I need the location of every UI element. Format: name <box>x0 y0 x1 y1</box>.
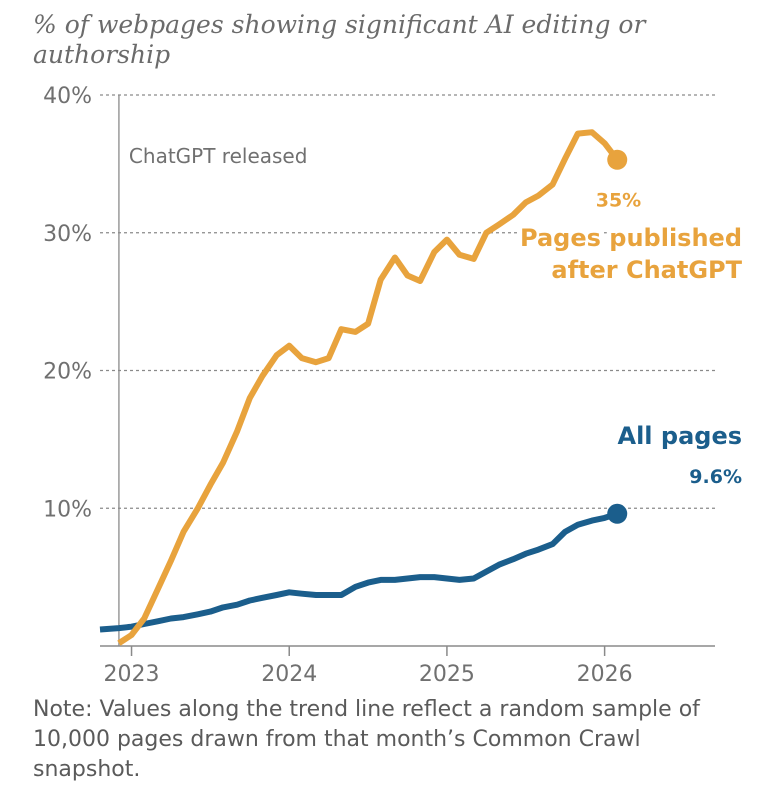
x-tick-label: 2023 <box>104 662 160 687</box>
chatgpt-release-label: ChatGPT released <box>129 144 308 168</box>
series-labels: 35% Pages published after ChatGPT All pages… <box>516 190 748 488</box>
y-tick-label: 20% <box>43 360 92 385</box>
endpoint-dot-after-chatgpt <box>607 149 628 170</box>
end-value-all-pages: 9.6% <box>689 466 742 488</box>
x-tick-label: 2025 <box>419 662 475 687</box>
y-tick-label: 40% <box>43 84 92 109</box>
series-label-all-pages: All pages <box>618 422 743 450</box>
x-tick-label: 2026 <box>577 662 633 687</box>
x-tick-label: 2024 <box>261 662 317 687</box>
y-tick-label: 10% <box>43 497 92 522</box>
line-chart: 10% 20% 30% 40% 2023 2024 2025 2026 ChatGPT rele… <box>43 84 748 687</box>
series-lines <box>99 129 628 646</box>
endpoint-dot-all-pages <box>607 503 628 524</box>
y-tick-label: 30% <box>43 222 92 247</box>
chart-title: % of webpages showing significant AI edi… <box>33 10 646 69</box>
series-label-after-chatgpt-line2: after ChatGPT <box>551 256 742 284</box>
chart-note: Note: Values along the trend line reflec… <box>33 697 700 782</box>
series-label-after-chatgpt-line1: Pages published <box>520 224 742 252</box>
series-line-after-chatgpt <box>117 129 620 646</box>
axes: 10% 20% 30% 40% 2023 2024 2025 2026 ChatGPT rele… <box>43 84 715 687</box>
series-line-all-pages <box>99 510 619 633</box>
end-value-after-chatgpt: 35% <box>596 190 641 212</box>
